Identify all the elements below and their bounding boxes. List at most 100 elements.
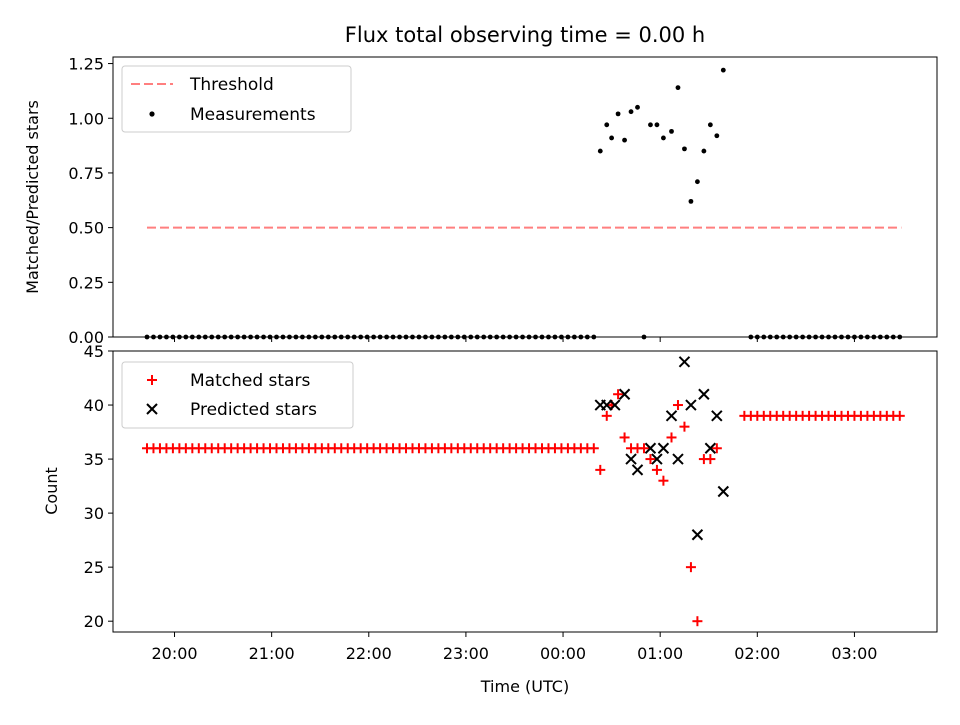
measurement-point xyxy=(183,334,189,340)
measurement-point xyxy=(500,334,506,340)
top-ytick-label: 0.75 xyxy=(68,164,104,183)
predicted-star-marker xyxy=(672,453,684,465)
measurement-point xyxy=(780,334,786,340)
top-ytick-label: 1.00 xyxy=(68,109,104,128)
measurement-point xyxy=(474,334,480,340)
matched-star-marker xyxy=(588,443,599,454)
predicted-star-marker xyxy=(698,388,710,400)
measurement-point xyxy=(261,334,266,340)
measurement-point xyxy=(293,334,299,340)
measurement-point xyxy=(248,334,254,340)
measurement-point xyxy=(228,334,234,340)
measurement-point xyxy=(332,334,338,340)
measurement-point xyxy=(761,334,767,340)
xtick-label: 21:00 xyxy=(249,644,295,663)
measurement-point xyxy=(345,334,351,340)
measurement-point xyxy=(565,334,571,340)
measurement-point xyxy=(280,334,286,340)
predicted-star-marker xyxy=(609,399,621,411)
matched-star-marker xyxy=(645,454,656,465)
measurement-point xyxy=(884,334,890,340)
predicted-star-marker xyxy=(704,442,717,454)
measurement-point xyxy=(826,334,831,340)
top-legend-box xyxy=(121,65,352,133)
measurement-point xyxy=(552,334,558,340)
measurement-point xyxy=(423,334,428,340)
matched-star-marker xyxy=(711,443,722,454)
measurement-point xyxy=(819,334,825,340)
measurement-point xyxy=(377,334,383,340)
measurement-point xyxy=(688,198,694,204)
bottom-ytick-label: 40 xyxy=(84,396,104,415)
measurement-point xyxy=(371,334,377,340)
measurement-point xyxy=(384,334,389,340)
measurement-point xyxy=(300,334,305,340)
measurement-point xyxy=(793,334,799,340)
measurement-point xyxy=(416,334,422,340)
predicted-star-marker xyxy=(631,464,644,476)
legend-matched-label: Matched stars xyxy=(190,371,310,391)
measurement-point xyxy=(435,334,441,340)
measurement-point xyxy=(806,334,812,340)
measurement-point xyxy=(429,334,435,340)
measurement-point xyxy=(767,334,773,340)
measurement-point xyxy=(571,334,577,340)
measurement-point xyxy=(578,334,584,340)
measurement-point xyxy=(675,85,681,91)
bottom-ylabel: Count xyxy=(42,467,61,515)
measurement-point xyxy=(448,334,454,340)
measurement-point xyxy=(403,334,409,340)
measurement-point xyxy=(209,334,215,340)
measurement-point xyxy=(455,334,461,340)
legend-measurements-label: Measurements xyxy=(190,105,316,125)
measurement-point xyxy=(358,334,364,340)
measurement-point xyxy=(397,334,402,340)
measurement-point xyxy=(591,334,597,340)
measurement-point xyxy=(390,334,396,340)
measurement-point xyxy=(157,334,163,340)
measurement-point xyxy=(845,334,851,340)
measurement-point xyxy=(641,334,647,340)
matched-star-marker xyxy=(651,464,662,475)
matched-star-marker xyxy=(595,464,606,475)
bottom-plot-marks xyxy=(141,356,905,627)
legend-predicted-label: Predicted stars xyxy=(190,400,317,420)
top-ytick-label: 0.00 xyxy=(68,328,104,347)
measurement-point xyxy=(164,334,169,340)
measurement-point xyxy=(871,334,877,340)
predicted-star-marker xyxy=(625,453,637,465)
measurement-point xyxy=(319,334,325,340)
bottom-ytick-label: 25 xyxy=(84,558,104,577)
measurement-point xyxy=(800,334,806,340)
measurement-point xyxy=(864,334,870,340)
measurement-point xyxy=(202,334,208,340)
matched-star-marker xyxy=(679,421,690,432)
predicted-star-marker xyxy=(711,410,723,422)
measurement-point xyxy=(215,334,221,340)
measurement-point xyxy=(481,334,487,340)
top-ylabel: Matched/Predicted stars xyxy=(23,100,42,294)
matched-star-marker xyxy=(601,410,612,421)
measurement-point xyxy=(839,334,844,340)
measurement-point xyxy=(832,334,838,340)
measurement-point xyxy=(410,334,415,340)
bottom-legend: Matched stars Predicted stars xyxy=(121,361,354,429)
measurement-point xyxy=(622,137,627,143)
bottom-axes-ticks: 20 25 30 35 40 45 20:00 21:00 22:00 23:00 00:00 01:… xyxy=(84,342,878,663)
predicted-star-marker xyxy=(601,399,613,411)
measurement-point xyxy=(487,334,493,340)
measurement-point xyxy=(546,334,551,340)
xtick-label: 03:00 xyxy=(831,644,877,663)
measurement-point xyxy=(890,334,896,340)
matched-star-marker xyxy=(619,432,630,443)
measurement-point xyxy=(701,148,707,154)
measurement-point xyxy=(351,334,357,340)
matched-star-marker xyxy=(705,454,716,465)
measurement-point xyxy=(526,334,532,340)
predicted-star-marker xyxy=(717,485,730,498)
measurement-point xyxy=(720,67,726,73)
matched-star-marker xyxy=(638,443,649,454)
measurement-point xyxy=(189,334,195,340)
measurement-point xyxy=(597,148,603,154)
